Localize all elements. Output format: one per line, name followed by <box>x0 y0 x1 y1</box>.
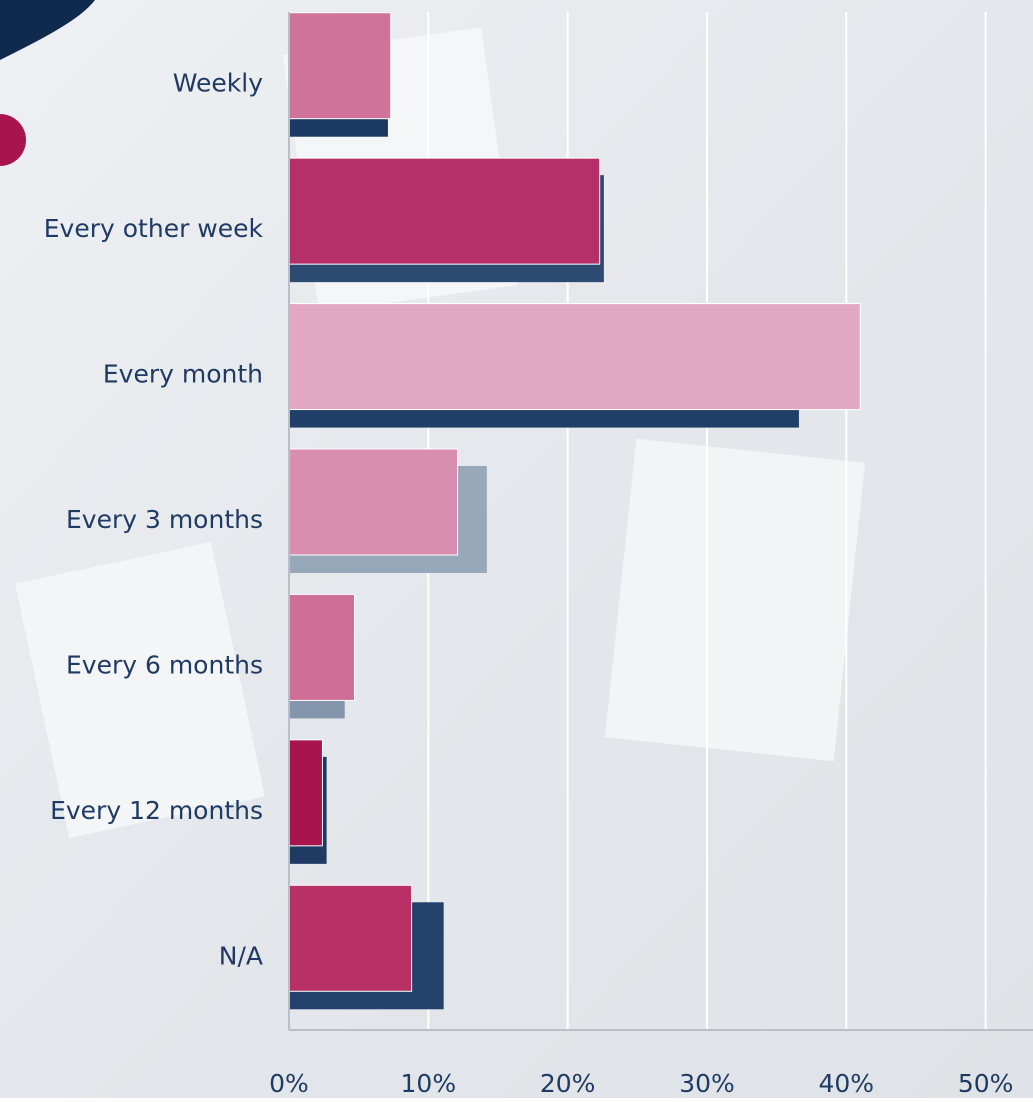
bar <box>289 449 458 555</box>
x-tick-label: 50% <box>958 1069 1014 1098</box>
x-tick-label: 10% <box>401 1069 457 1098</box>
bar <box>289 885 412 991</box>
bar <box>289 594 354 700</box>
y-tick-label: Every other week <box>44 214 264 243</box>
bar <box>289 13 391 119</box>
bar <box>289 740 322 846</box>
x-tick-label: 20% <box>540 1069 596 1098</box>
bar <box>289 304 860 410</box>
x-tick-label: 40% <box>819 1069 875 1098</box>
y-tick-label: Every 12 months <box>50 796 263 825</box>
y-tick-label: Weekly <box>173 69 263 98</box>
bar <box>289 158 600 264</box>
y-tick-label: N/A <box>219 941 263 970</box>
paper-decor <box>605 439 865 761</box>
x-tick-label: 0% <box>269 1069 309 1098</box>
y-tick-label: Every 3 months <box>66 505 263 534</box>
x-tick-label: 30% <box>679 1069 735 1098</box>
y-tick-label: Every 6 months <box>66 650 263 679</box>
y-tick-label: Every month <box>103 360 263 389</box>
chart: 0% 10% 20% 30% 40% 50% Weekly Every other week E… <box>0 0 1033 1098</box>
